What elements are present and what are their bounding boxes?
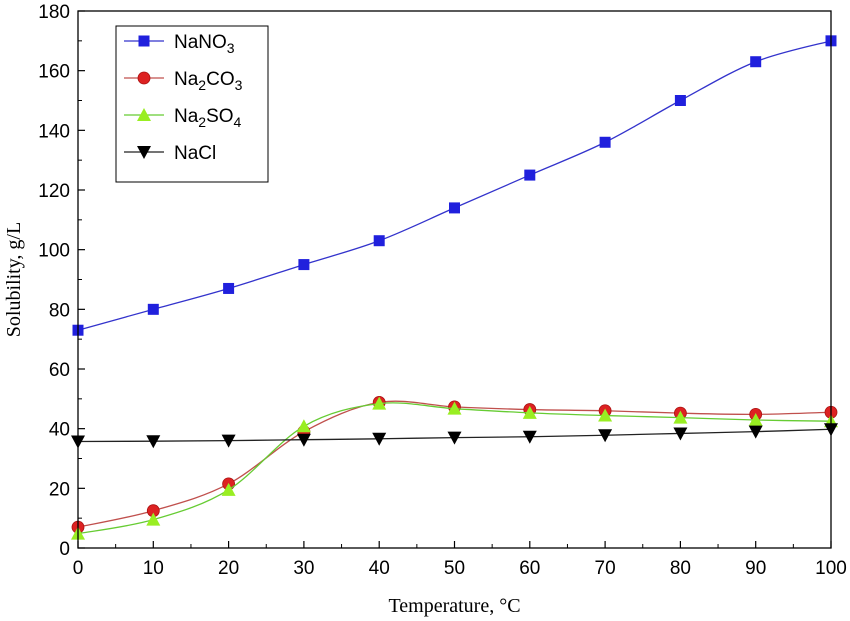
y-tick-label: 100 [38, 241, 70, 262]
y-tick-label: 120 [38, 181, 70, 202]
y-tick-label: 0 [59, 539, 70, 560]
y-tick-label: 160 [38, 62, 70, 83]
y-axis-label: Solubility, g/L [3, 222, 25, 337]
data-point [598, 408, 613, 422]
data-point [221, 434, 236, 448]
legend-label: Na2SO4 [174, 106, 242, 130]
x-tick-label: 100 [815, 558, 847, 579]
legend-marker [137, 146, 151, 159]
x-tick-label: 20 [218, 558, 239, 579]
series-layer [71, 35, 838, 540]
y-tick-label: 80 [49, 300, 70, 321]
legend-item: Na2CO3 [124, 69, 243, 93]
data-point [748, 413, 763, 427]
legend-item: NaNO3 [124, 32, 235, 56]
x-tick-label: 70 [595, 558, 616, 579]
data-point [750, 56, 762, 68]
data-point [449, 202, 460, 214]
y-tick-label: 40 [49, 420, 70, 441]
x-tick-label: 90 [745, 558, 766, 579]
series-line [77, 402, 832, 535]
data-point [296, 419, 311, 433]
legend-item: Na2SO4 [124, 106, 242, 130]
y-tick-label: 60 [49, 360, 70, 381]
data-point [673, 427, 688, 441]
x-axis-ticks: 0 10 20 30 40 50 60 70 80 90 100 [73, 541, 847, 579]
x-tick-label: 30 [293, 558, 314, 579]
series-Na2CO3 [71, 396, 838, 534]
data-point [522, 430, 537, 444]
legend-item: NaCl [124, 143, 216, 164]
series-Na2SO4 [71, 396, 838, 540]
data-point [221, 482, 236, 496]
legend-marker [137, 71, 151, 85]
x-tick-label: 80 [670, 558, 691, 579]
legend-label: NaNO3 [174, 32, 235, 56]
x-tick-label: 40 [369, 558, 390, 579]
data-point [748, 425, 763, 439]
data-point [447, 431, 462, 445]
data-point [146, 512, 161, 526]
data-point [372, 432, 387, 446]
data-point [296, 433, 311, 447]
data-point [147, 303, 159, 315]
y-tick-label: 140 [38, 121, 70, 142]
x-axis-label: Temperature, °C [388, 595, 520, 617]
legend-label: NaCl [174, 143, 216, 164]
legend-box [115, 25, 269, 183]
data-point [298, 259, 310, 271]
data-point [223, 282, 235, 294]
x-tick-label: 0 [73, 558, 84, 579]
x-tick-label: 60 [519, 558, 540, 579]
legend: NaNO3 Na2CO3 Na2SO4 NaCl [115, 25, 269, 183]
data-point [447, 401, 462, 415]
data-point [522, 405, 537, 419]
legend-marker [137, 108, 151, 121]
y-tick-label: 20 [49, 479, 70, 500]
x-tick-label: 10 [143, 558, 164, 579]
data-point [373, 235, 385, 247]
data-point [599, 136, 611, 148]
data-point [598, 429, 613, 443]
legend-label: Na2CO3 [174, 69, 243, 93]
series-NaCl [71, 423, 838, 449]
legend-marker [138, 35, 150, 47]
data-point [146, 435, 161, 449]
x-tick-label: 50 [444, 558, 465, 579]
data-point [673, 410, 688, 424]
data-point [524, 169, 536, 181]
data-point [372, 396, 387, 410]
y-axis-ticks: 0 20 40 60 80 100 120 140 160 180 [38, 2, 85, 560]
y-tick-label: 180 [38, 2, 70, 23]
data-point [674, 95, 686, 106]
